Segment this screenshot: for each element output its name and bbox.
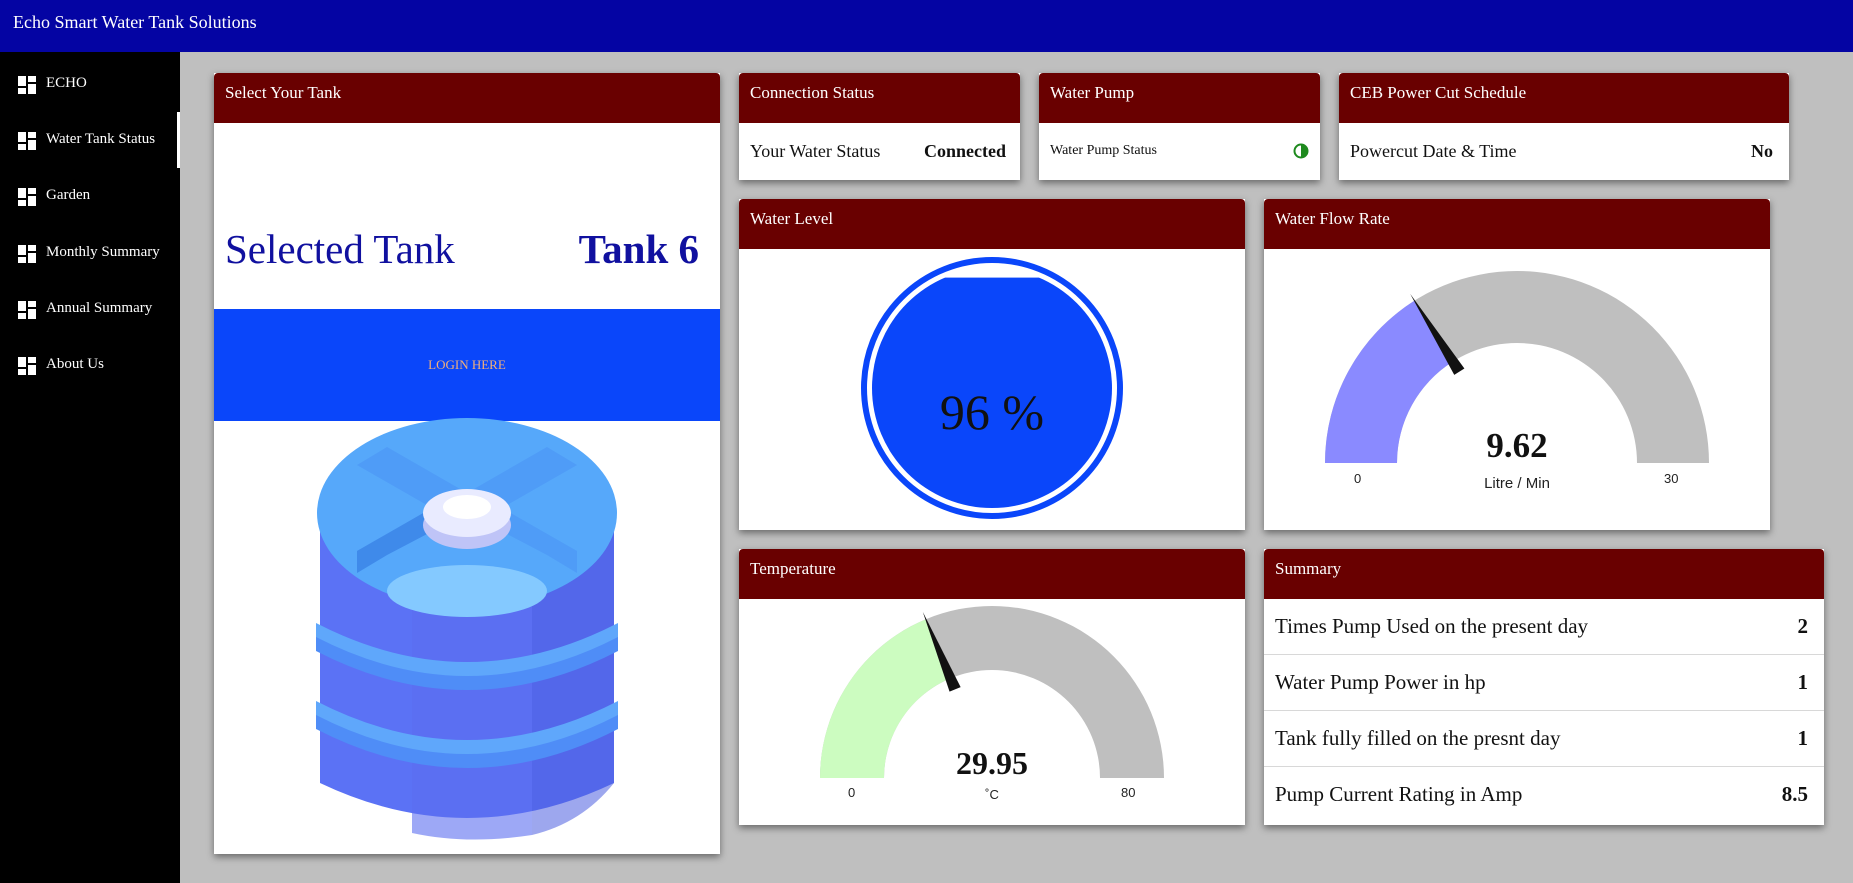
top-bar: Echo Smart Water Tank Solutions <box>0 0 1853 52</box>
connection-status-card: Connection Status Your Water Status Conn… <box>739 73 1020 180</box>
water-pump-card: Water Pump Water Pump Status <box>1039 73 1320 180</box>
dashboard-icon <box>18 245 36 263</box>
card-header: Water Flow Rate <box>1264 199 1770 249</box>
dashboard-icon <box>18 301 36 319</box>
temperature-max: 80 <box>1121 785 1136 800</box>
select-tank-card: Select Your Tank Selected Tank Tank 6 LO… <box>214 73 720 854</box>
gauge-needle <box>1410 293 1465 375</box>
summary-row: Tank fully filled on the presnt day 1 <box>1264 711 1824 767</box>
sidebar-item-label: Water Tank Status <box>46 131 156 147</box>
pump-status-label: Water Pump Status <box>1050 143 1157 158</box>
summary-label: Times Pump Used on the present day <box>1275 614 1589 638</box>
flow-rate-min: 0 <box>1354 471 1362 486</box>
sidebar: ECHO Water Tank Status Garden Monthly Su… <box>0 52 180 883</box>
summary-card: Summary Times Pump Used on the present d… <box>1264 549 1824 825</box>
half-circle-status-icon <box>1293 143 1309 159</box>
temperature-card: Temperature 29.95 ˚C 0 80 <box>739 549 1245 825</box>
connection-label: Your Water Status <box>750 141 881 161</box>
summary-row: Pump Current Rating in Amp 8.5 <box>1264 767 1824 823</box>
app-title: Echo Smart Water Tank Solutions <box>13 12 257 32</box>
card-header: Summary <box>1264 549 1824 599</box>
water-flow-card: Water Flow Rate 9.62 Litre / Min 0 30 <box>1264 199 1770 530</box>
card-header: Select Your Tank <box>214 73 720 123</box>
dashboard-icon <box>18 357 36 375</box>
card-header: Temperature <box>739 549 1245 599</box>
dashboard-icon <box>18 188 36 206</box>
water-level-value: 96 % <box>940 384 1044 440</box>
flow-rate-max: 30 <box>1664 471 1679 486</box>
flow-rate-units: Litre / Min <box>1484 475 1550 492</box>
sidebar-item-label: About Us <box>46 356 104 372</box>
powercut-value: No <box>1751 141 1773 161</box>
water-fill <box>872 277 1112 508</box>
summary-label: Pump Current Rating in Amp <box>1275 782 1523 806</box>
sidebar-item-about-us[interactable]: About Us <box>0 337 180 393</box>
selected-tank-label: Selected Tank <box>225 226 455 272</box>
sidebar-item-label: Annual Summary <box>46 300 153 316</box>
summary-label: Water Pump Power in hp <box>1275 670 1486 694</box>
summary-row: Times Pump Used on the present day 2 <box>1264 599 1824 655</box>
temperature-units: ˚C <box>985 787 999 802</box>
sidebar-item-label: ECHO <box>46 75 87 91</box>
flow-rate-gauge <box>1325 271 1709 463</box>
card-header: Water Pump <box>1039 73 1320 123</box>
login-band: LOGIN HERE <box>214 309 720 421</box>
summary-value: 1 <box>1797 726 1809 750</box>
temperature-gauge <box>820 606 1164 778</box>
summary-value: 1 <box>1797 670 1809 694</box>
dashboard-icon <box>18 132 36 150</box>
gauge-fill <box>1325 300 1453 463</box>
card-header: Water Level <box>739 199 1245 249</box>
water-level-card: Water Level 96 % <box>739 199 1245 530</box>
temperature-min: 0 <box>848 785 856 800</box>
water-tank-illustration <box>316 418 618 840</box>
card-header: Connection Status <box>739 73 1020 123</box>
selected-tank-value: Tank 6 <box>578 226 699 272</box>
summary-label: Tank fully filled on the presnt day <box>1275 726 1561 750</box>
flow-rate-value: 9.62 <box>1486 426 1548 465</box>
sidebar-item-monthly-summary[interactable]: Monthly Summary <box>0 225 180 281</box>
connection-value: Connected <box>924 141 1006 161</box>
gauge-fill <box>820 619 951 778</box>
sidebar-item-label: Monthly Summary <box>46 244 160 260</box>
temperature-value: 29.95 <box>956 745 1028 781</box>
summary-row: Water Pump Power in hp 1 <box>1264 655 1824 711</box>
sidebar-item-water-tank-status[interactable]: Water Tank Status <box>0 112 180 168</box>
summary-value: 8.5 <box>1781 782 1808 806</box>
sidebar-item-label: Garden <box>46 187 91 203</box>
water-level-gauge: 96 % <box>861 257 1123 519</box>
powercut-label: Powercut Date & Time <box>1350 141 1517 161</box>
dashboard-icon <box>18 76 36 94</box>
sidebar-item-garden[interactable]: Garden <box>0 168 180 224</box>
summary-value: 2 <box>1797 614 1809 638</box>
login-link[interactable]: LOGIN HERE <box>428 357 506 372</box>
card-header: CEB Power Cut Schedule <box>1339 73 1789 123</box>
gauge-needle <box>922 611 961 692</box>
sidebar-item-echo[interactable]: ECHO <box>0 56 180 112</box>
sidebar-item-annual-summary[interactable]: Annual Summary <box>0 281 180 337</box>
power-cut-card: CEB Power Cut Schedule Powercut Date & T… <box>1339 73 1789 180</box>
